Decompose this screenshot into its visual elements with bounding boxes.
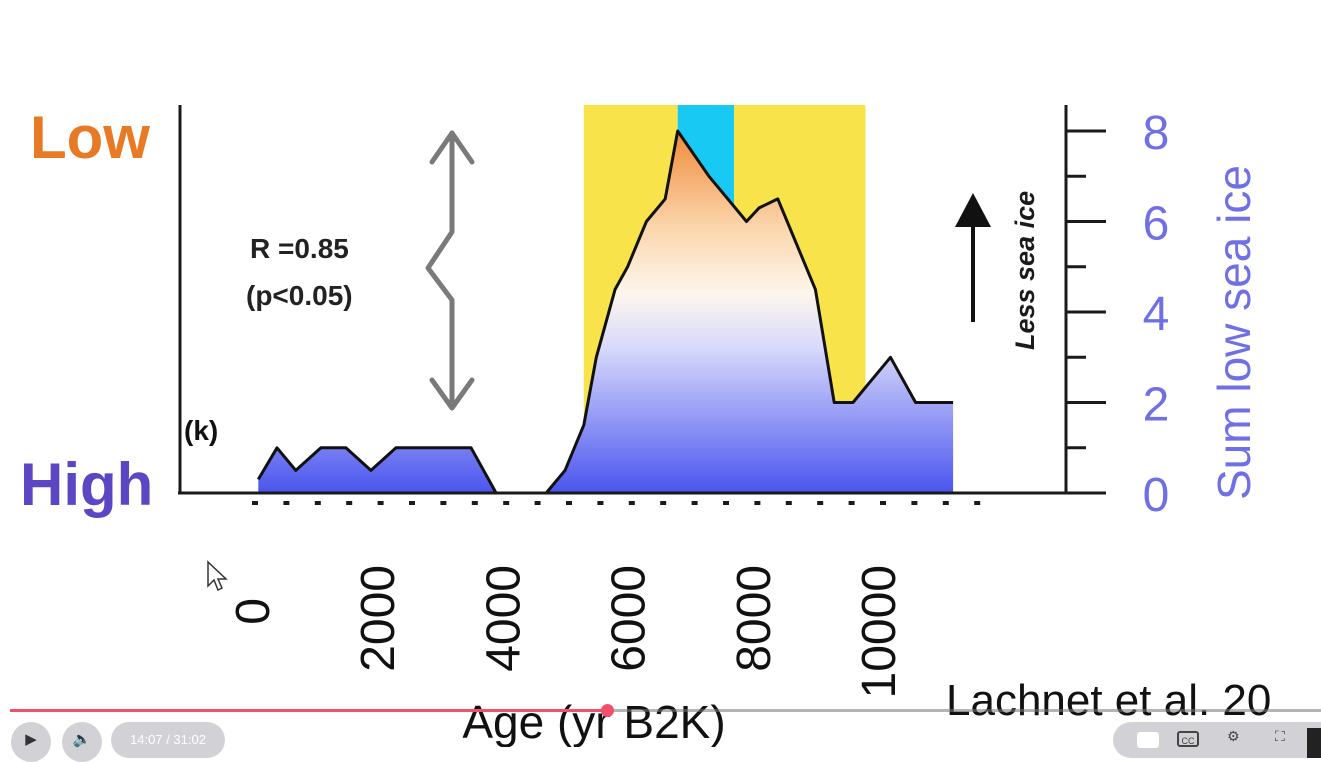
captions-button[interactable]: CC: [1177, 731, 1199, 747]
volume-icon: 🔈: [72, 731, 92, 748]
correlation-double-arrow-icon: [425, 130, 475, 411]
progress-scrubber[interactable]: [600, 704, 614, 717]
edge-overlay: [1307, 728, 1321, 758]
play-button[interactable]: ▶: [11, 722, 51, 762]
right-axis-ticks: 0 2 4 6 8: [1066, 107, 1169, 522]
x-axis-ticks: 0 2000 4000 6000 8000 10000: [227, 565, 906, 698]
less-sea-ice-label: Less sea ice: [1010, 191, 1040, 350]
x-tick-label-4000: 4000: [477, 565, 530, 672]
up-arrow-icon: [955, 193, 991, 322]
fullscreen-icon[interactable]: ⛶: [1275, 728, 1285, 744]
area-fill-segment-0: [258, 447, 497, 493]
progress-bar[interactable]: [10, 704, 1321, 717]
correlation-label: R =0.85: [250, 233, 349, 264]
x-tick-label-2000: 2000: [352, 565, 405, 672]
axes: [178, 105, 1068, 505]
y-tick-label-4: 4: [1143, 288, 1170, 341]
sea-ice-area: [257, 129, 954, 494]
y-tick-label-0: 0: [1143, 469, 1170, 522]
area-line-segment-1: [545, 129, 954, 494]
panel-label: (k): [184, 415, 218, 446]
x-tick-label-0: 0: [227, 598, 280, 625]
area-line-segment-0: [257, 446, 498, 494]
progress-played: [10, 709, 607, 712]
y-tick-label-8: 8: [1143, 107, 1170, 160]
citation: Lachnet et al. 20: [946, 676, 1271, 725]
left-label-high: High: [20, 451, 153, 518]
y-axis-right-title: Sum low sea ice: [1208, 165, 1260, 500]
left-label-low: Low: [30, 104, 150, 171]
x-tick-label-10000: 10000: [853, 565, 906, 698]
x-axis-title: Age (yr B2K): [462, 696, 725, 747]
y-tick-label-6: 6: [1143, 198, 1170, 251]
settings-gear-icon[interactable]: ⚙: [1227, 728, 1240, 744]
y-tick-label-2: 2: [1143, 379, 1170, 432]
video-player-controls: ▶ 🔈 14:07 / 31:02 CC ⚙ ⛶: [0, 700, 1321, 762]
volume-button[interactable]: 🔈: [62, 722, 102, 762]
autoplay-toggle[interactable]: [1137, 732, 1159, 748]
play-icon: ▶: [25, 731, 37, 748]
mouse-cursor-icon: [207, 560, 228, 592]
pvalue-label: (p<0.05): [246, 280, 353, 311]
time-display: 14:07 / 31:02: [111, 722, 225, 758]
right-controls: CC ⚙ ⛶: [1113, 722, 1321, 758]
x-tick-label-6000: 6000: [603, 565, 656, 672]
x-tick-label-8000: 8000: [728, 565, 781, 672]
